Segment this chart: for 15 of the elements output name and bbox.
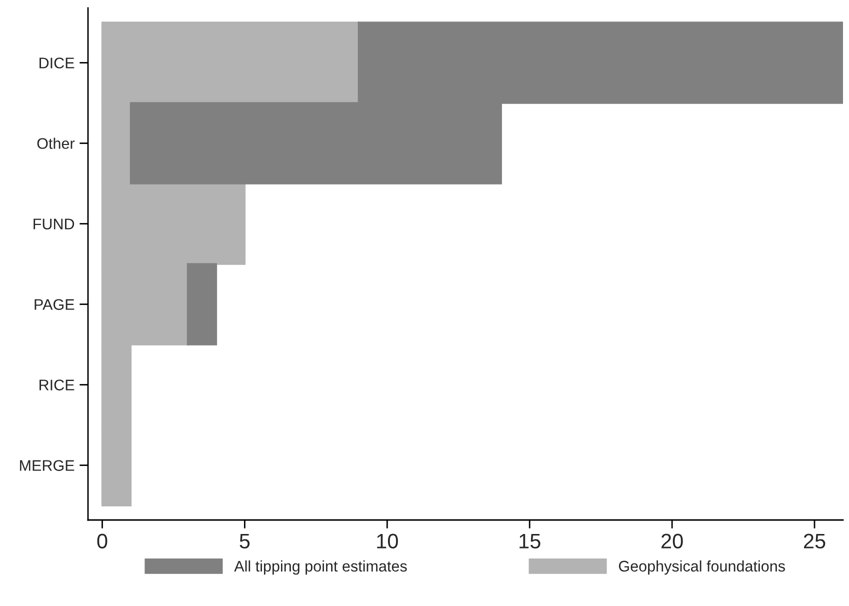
- x-tick-label: 15: [520, 534, 540, 548]
- x-tick-label: 0: [97, 534, 108, 548]
- y-tick-label: Other: [37, 138, 75, 149]
- x-tick-label: 5: [240, 534, 250, 548]
- legend-label: Geophysical foundations: [618, 560, 785, 575]
- x-tick-label: 20: [662, 534, 683, 548]
- y-tick-label: PAGE: [34, 299, 74, 310]
- bar: [186, 263, 218, 346]
- x-tick-label: 10: [377, 534, 398, 548]
- y-tick-label: DICE: [40, 58, 74, 68]
- legend-label: All tipping point estimates: [234, 560, 407, 575]
- y-tick-label: RICE: [40, 380, 74, 390]
- y-tick-label: MERGE: [20, 460, 74, 471]
- y-tick-label: FUND: [34, 218, 74, 230]
- x-tick-label: 25: [804, 534, 826, 548]
